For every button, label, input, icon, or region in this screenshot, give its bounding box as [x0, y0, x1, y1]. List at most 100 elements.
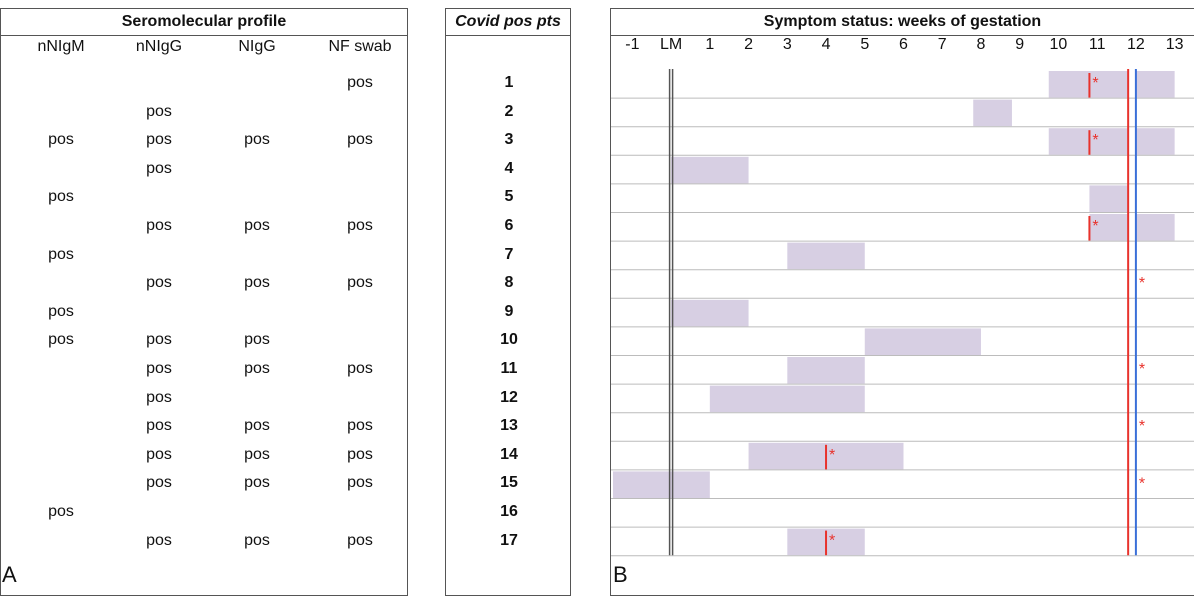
- patient-id: 9: [504, 302, 514, 320]
- seromolecular-cell: pos: [146, 331, 172, 349]
- patient-id: 10: [500, 331, 518, 349]
- symptom-bar: [671, 299, 749, 327]
- patient-id: 3: [504, 131, 514, 149]
- patient-id: 15: [500, 474, 518, 492]
- x-tick-label: -1: [625, 36, 639, 53]
- seromolecular-cell: pos: [347, 445, 373, 463]
- event-star: *: [829, 533, 835, 550]
- patient-id: 2: [504, 102, 514, 120]
- seromolecular-column-header: NF swab: [328, 38, 392, 55]
- seromolecular-cell: pos: [146, 417, 172, 435]
- patients-title: Covid pos pts: [446, 9, 570, 36]
- seromolecular-cell: pos: [244, 445, 270, 463]
- event-star: *: [1092, 75, 1098, 92]
- seromolecular-cell: pos: [146, 474, 172, 492]
- symptom-bar: [709, 385, 865, 413]
- seromolecular-column-header: NIgG: [238, 38, 276, 55]
- x-tick-label: 6: [899, 36, 908, 53]
- x-tick-label: 7: [938, 36, 947, 53]
- seromolecular-cell: pos: [347, 74, 373, 91]
- patient-id: 4: [504, 159, 514, 177]
- event-star: *: [1139, 475, 1145, 492]
- event-star: *: [829, 447, 835, 464]
- patient-id: 13: [500, 417, 518, 435]
- x-tick-label: 11: [1089, 36, 1106, 53]
- seromolecular-title: Seromolecular profile: [1, 9, 407, 36]
- panel-a-letter: A: [2, 562, 17, 587]
- seromolecular-cell: pos: [146, 274, 172, 292]
- symptom-bar: [1135, 128, 1175, 155]
- event-star: *: [1092, 132, 1098, 149]
- seromolecular-cell: pos: [244, 417, 270, 435]
- symptom-bar: [1089, 214, 1129, 241]
- seromolecular-cell: pos: [347, 131, 373, 149]
- patients-panel: Covid pos pts 1 2 3 4 5 6 7 8 9 10 11 12 13 14 15 16 17: [445, 8, 571, 596]
- seromolecular-cell: pos: [48, 131, 74, 149]
- seromolecular-cell: pos: [48, 245, 74, 263]
- seromolecular-cell: pos: [244, 360, 270, 377]
- x-tick-label: 5: [860, 36, 869, 53]
- symptom-bar: [1089, 185, 1129, 212]
- patient-id: 12: [500, 388, 518, 406]
- seromolecular-cell: pos: [146, 102, 172, 120]
- seromolecular-cell: pos: [48, 188, 74, 206]
- symptom-bar: [671, 156, 749, 184]
- x-tick-label: 9: [1015, 36, 1024, 53]
- symptom-bar: [613, 471, 710, 498]
- x-tick-label: 10: [1050, 36, 1068, 53]
- event-star: *: [1139, 418, 1145, 435]
- patient-id: 6: [504, 217, 514, 234]
- seromolecular-cell: pos: [244, 131, 270, 149]
- patient-id: 16: [500, 503, 518, 520]
- seromolecular-cell: pos: [347, 217, 373, 234]
- patient-id: 14: [500, 445, 518, 463]
- seromolecular-cell: pos: [48, 503, 74, 520]
- x-tick-label: 1: [705, 36, 714, 53]
- seromolecular-cell: pos: [347, 274, 373, 292]
- seromolecular-cell: pos: [347, 417, 373, 435]
- event-star: *: [1092, 218, 1098, 235]
- x-tick-label: 4: [822, 36, 831, 53]
- symptom-bar: [787, 242, 865, 270]
- seromolecular-cell: pos: [347, 474, 373, 492]
- symptom-panel: Symptom status: weeks of gestation -1 LM 1…: [610, 8, 1194, 596]
- seromolecular-cell: pos: [244, 531, 270, 549]
- seromolecular-cell: pos: [48, 302, 74, 320]
- seromolecular-cell: pos: [146, 445, 172, 463]
- seromolecular-cell: pos: [146, 131, 172, 149]
- seromolecular-cell: pos: [146, 531, 172, 549]
- symptom-chart: -1 LM 1 2 3 4 5 6 7 8 9 10 11 12 13*********: [611, 36, 1194, 557]
- symptom-bar: [787, 357, 865, 384]
- patient-id: 17: [500, 531, 518, 549]
- patient-id: 8: [504, 274, 514, 292]
- seromolecular-cell: pos: [244, 331, 270, 349]
- x-tick-label: 2: [744, 36, 753, 53]
- patient-id: 1: [504, 74, 514, 91]
- symptom-bar: [1135, 71, 1175, 98]
- seromolecular-column-header: nNIgM: [37, 38, 85, 55]
- x-tick-label: LM: [660, 36, 682, 53]
- seromolecular-cell: pos: [48, 331, 74, 349]
- seromolecular-cell: pos: [347, 360, 373, 377]
- seromolecular-cell: pos: [347, 531, 373, 549]
- x-tick-label: 8: [977, 36, 986, 53]
- seromolecular-column-header: nNIgG: [135, 38, 183, 55]
- symptom-bar: [973, 99, 1012, 127]
- event-star: *: [1139, 361, 1145, 378]
- chart-title: Symptom status: weeks of gestation: [611, 9, 1194, 36]
- seromolecular-cell: pos: [244, 217, 270, 234]
- seromolecular-cell: pos: [146, 159, 172, 177]
- seromolecular-cell: pos: [244, 474, 270, 492]
- panel-b-letter: B: [613, 562, 628, 587]
- seromolecular-cell: pos: [146, 217, 172, 234]
- symptom-bar: [864, 328, 981, 355]
- patient-id: 7: [504, 245, 514, 263]
- seromolecular-cell: pos: [146, 360, 172, 377]
- seromolecular-cell: pos: [146, 388, 172, 406]
- x-tick-label: 3: [783, 36, 792, 53]
- seromolecular-cell: pos: [244, 274, 270, 292]
- x-tick-label: 13: [1166, 36, 1184, 53]
- symptom-bar: [1135, 214, 1175, 241]
- seromolecular-panel: Seromolecular profile nNIgM nNIgG NIgG NF s…: [0, 8, 408, 596]
- patient-id: 11: [500, 360, 518, 377]
